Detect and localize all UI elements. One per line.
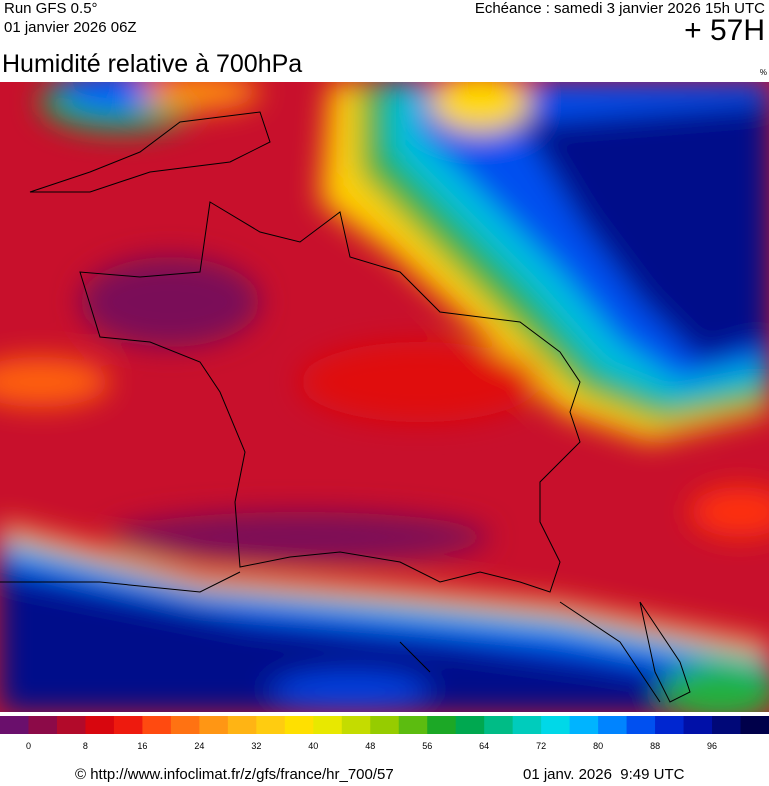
generated-time: 01 janv. 2026 9:49 UTC [523,766,685,783]
scale-box [85,716,115,734]
scale-label: 72 [536,741,546,751]
color-scale: 0 8 16 24 32 40 48 56 64 72 80 88 96 [0,716,769,751]
scale-label: 0 [26,741,31,751]
scale-box [427,716,457,734]
scale-box [284,716,314,734]
map-title: Humidité relative à 700hPa [2,50,303,78]
scale-box [170,716,200,734]
scale-box [199,716,229,734]
lead-time: + 57H [684,14,765,47]
scale-box [56,716,86,734]
scale-box [626,716,656,734]
scale-box [740,716,769,734]
scale-label: 48 [365,741,375,751]
scale-box [712,716,742,734]
scale-label: 24 [194,741,204,751]
scale-label: 32 [251,741,261,751]
unit: % [759,68,767,77]
source-url: © http://www.infoclimat.fr/z/gfs/france/… [75,766,394,783]
scale-label: 16 [137,741,147,751]
scale-box [341,716,371,734]
scale-box [512,716,542,734]
scale-label: 40 [308,741,318,751]
humidity-map [0,82,769,712]
scale-box [541,716,571,734]
scale-box [398,716,428,734]
scale-box [28,716,58,734]
scale-box [484,716,514,734]
scale-box [455,716,485,734]
scale-label: 64 [479,741,489,751]
scale-box [0,716,29,734]
scale-box [569,716,599,734]
forecast-time: Echéance : samedi 3 janvier 2026 15h UTC [474,0,765,17]
scale-box [598,716,628,734]
scale-label: 80 [593,741,603,751]
scale-box [142,716,172,734]
scale-box [256,716,286,734]
scale-box [655,716,685,734]
scale-box [313,716,343,734]
scale-box [227,716,257,734]
scale-label: 88 [650,741,660,751]
run-label: Run GFS 0.5° [4,0,98,17]
scale-label: 96 [707,741,717,751]
scale-box [113,716,143,734]
run-date: 01 janvier 2026 06Z [4,19,137,36]
scale-label: 56 [422,741,432,751]
scale-label: 8 [83,741,88,751]
scale-box [370,716,400,734]
scale-box [683,716,713,734]
